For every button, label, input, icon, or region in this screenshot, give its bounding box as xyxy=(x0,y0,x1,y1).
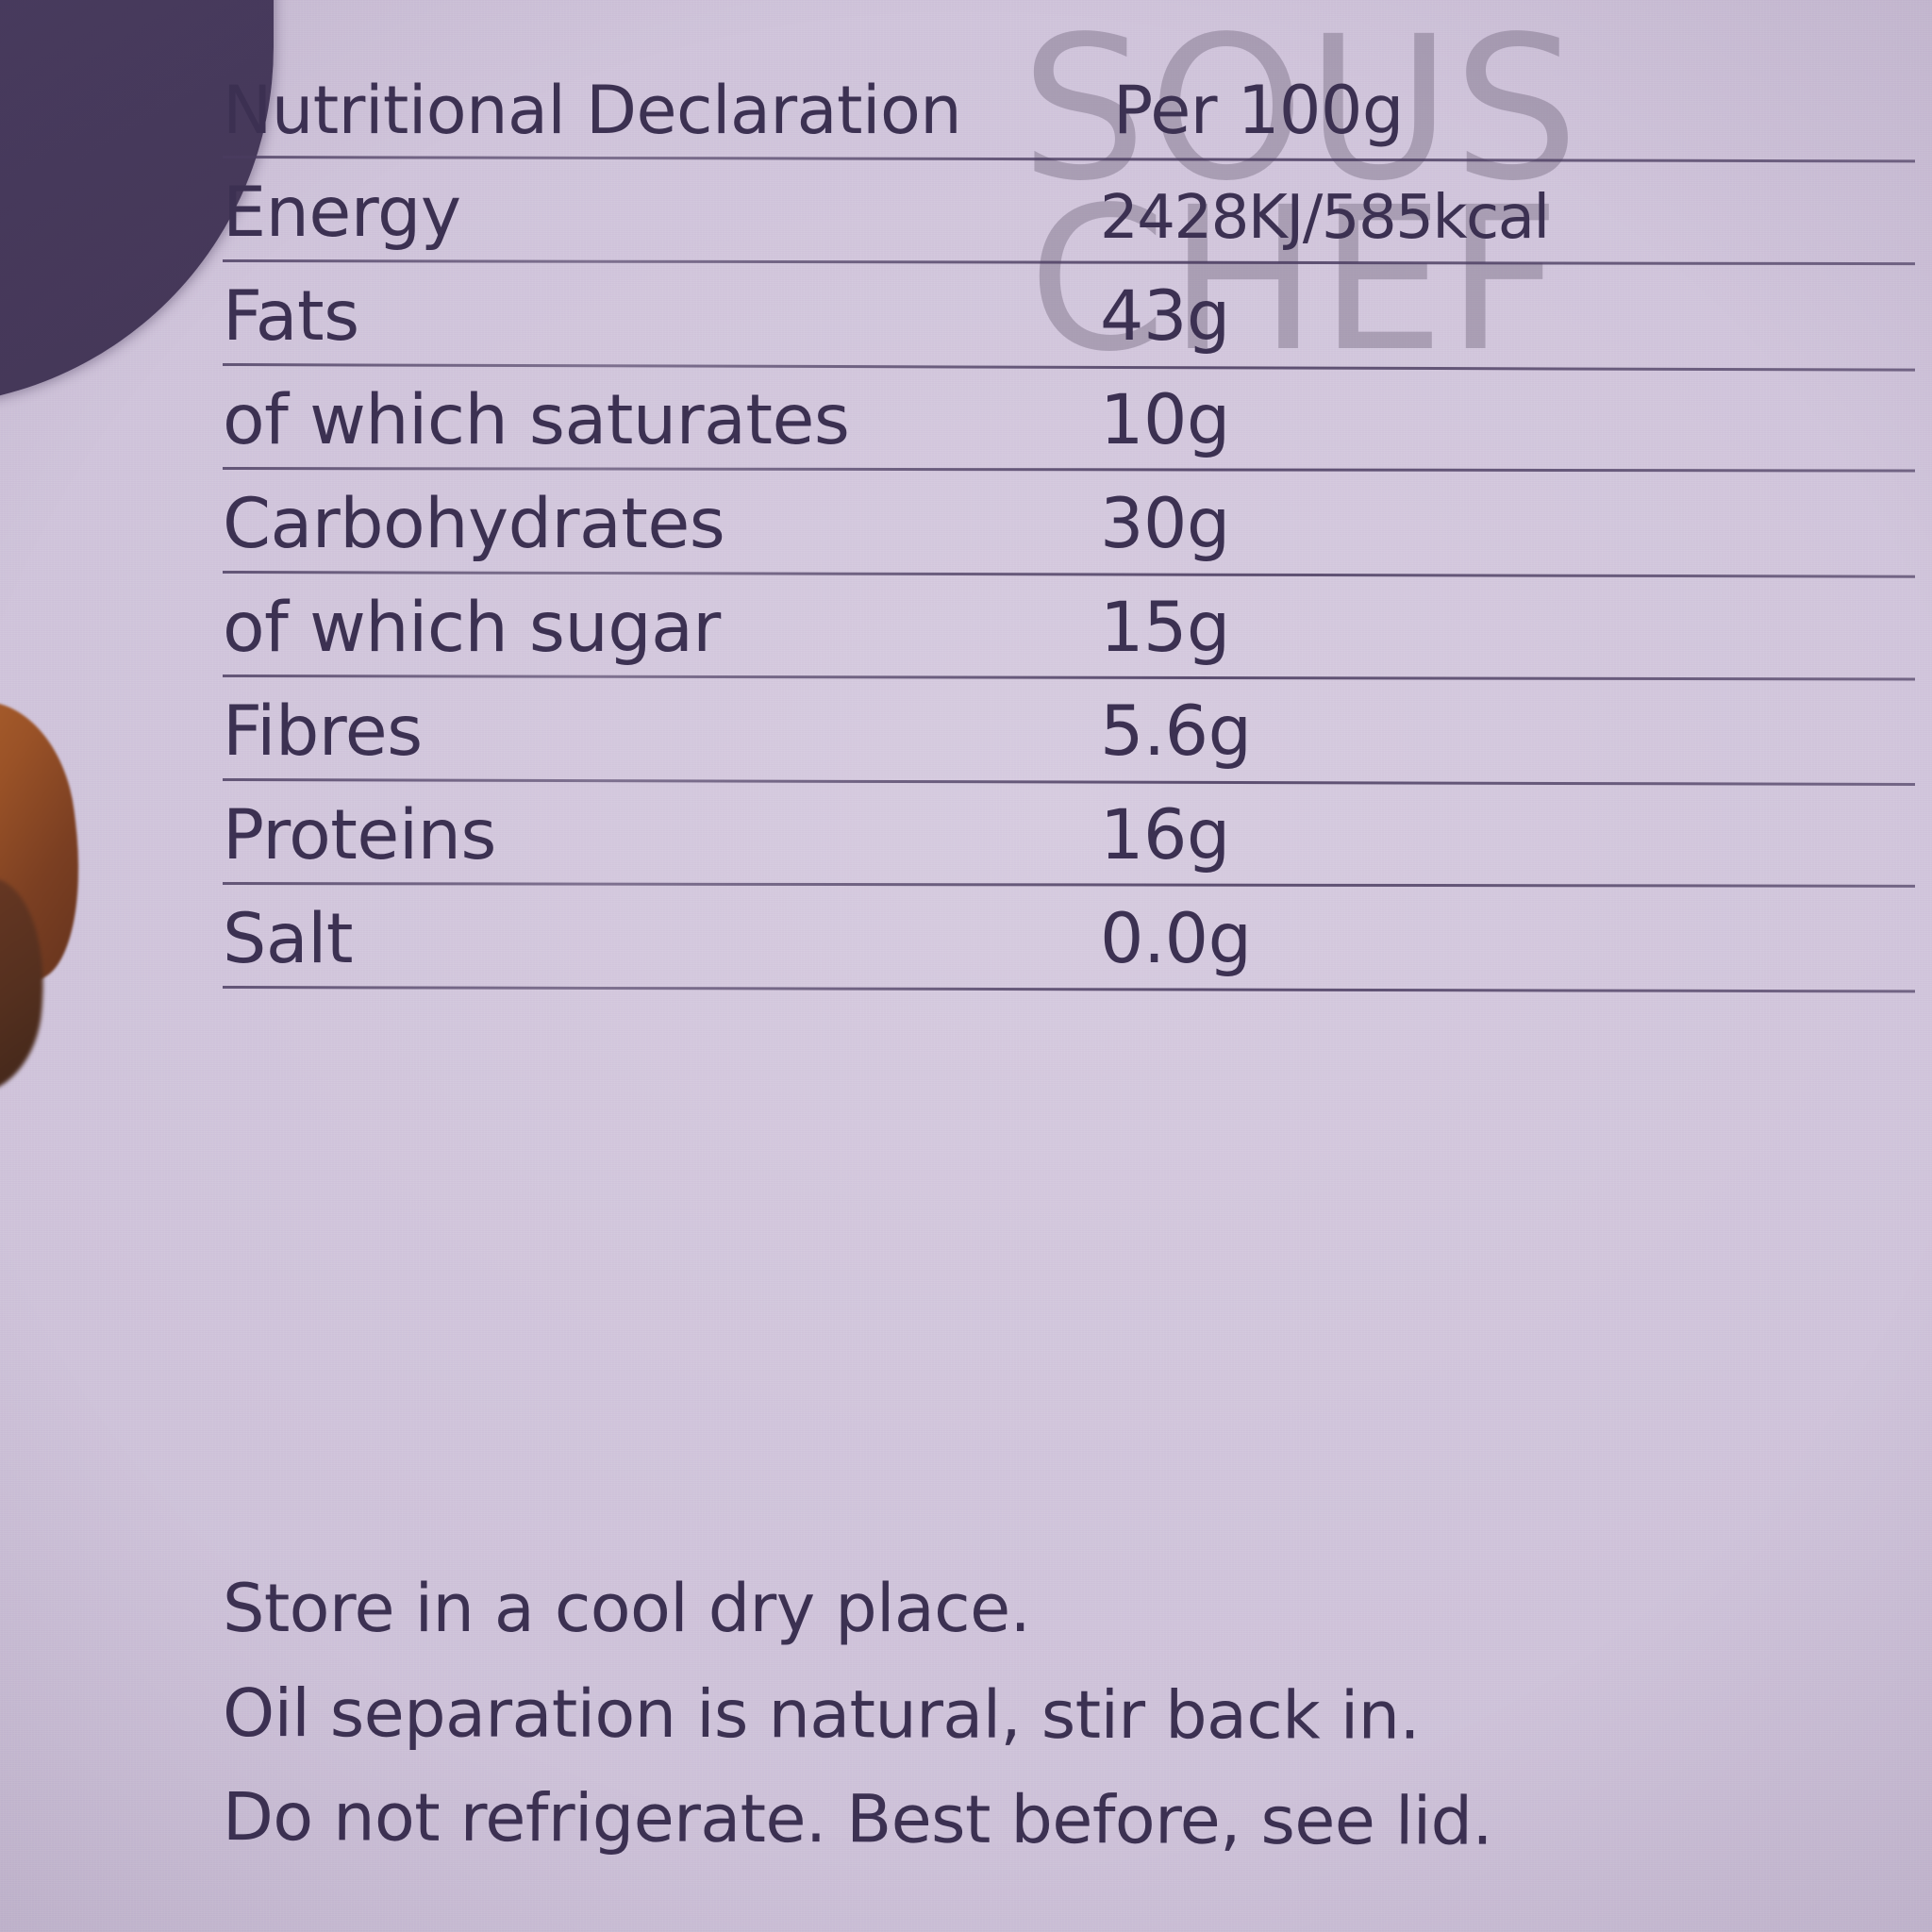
row-value-fats: 43g xyxy=(1100,276,1230,357)
row-value-carbohydrates: 30g xyxy=(1100,484,1230,564)
table-row: Fibres 5.6g xyxy=(222,674,1915,787)
row-label-saturates: of which saturates xyxy=(223,380,850,460)
table-row: of which sugar 15g xyxy=(222,570,1915,681)
table-header-row: Nutritional Declaration Per 100g xyxy=(222,42,1915,163)
row-label-fibres: Fibres xyxy=(223,691,423,772)
row-value-salt: 0.0g xyxy=(1100,899,1252,979)
row-value-proteins: 16g xyxy=(1100,795,1230,875)
nutrition-table: Nutritional Declaration Per 100g Energy … xyxy=(222,42,1916,993)
table-row: Energy 2428KJ/585kcal xyxy=(222,155,1915,266)
row-label-proteins: Proteins xyxy=(223,795,496,875)
storage-instructions: Store in a cool dry place. Oil separatio… xyxy=(223,1557,1826,1870)
row-label-salt: Salt xyxy=(223,899,353,979)
storage-line-store-cool-dry: Store in a cool dry place. xyxy=(223,1570,1031,1647)
storage-line-do-not-refrigerate: Do not refrigerate. Best before, see lid… xyxy=(222,1778,1493,1860)
table-row: Carbohydrates 30g xyxy=(222,466,1915,578)
table-row: of which saturates 10g xyxy=(222,362,1916,473)
row-label-sugar: of which sugar xyxy=(223,588,721,668)
row-value-fibres: 5.6g xyxy=(1100,691,1252,772)
row-value-sugar: 15g xyxy=(1100,588,1230,668)
table-row: Fats 43g xyxy=(222,258,1915,372)
nutrition-column-header-per100g: Per 100g xyxy=(1113,72,1404,149)
storage-line-oil-separation: Oil separation is natural, stir back in. xyxy=(222,1674,1421,1755)
row-value-saturates: 10g xyxy=(1100,380,1230,460)
table-row: Proteins 16g xyxy=(222,777,1916,888)
row-value-energy: 2428KJ/585kcal xyxy=(1100,183,1550,253)
table-row: Salt 0.0g xyxy=(222,881,1915,993)
row-label-fats: Fats xyxy=(223,276,359,357)
row-label-carbohydrates: Carbohydrates xyxy=(223,484,725,564)
row-label-energy: Energy xyxy=(223,173,461,253)
nutrition-table-title: Nutritional Declaration xyxy=(223,72,962,149)
